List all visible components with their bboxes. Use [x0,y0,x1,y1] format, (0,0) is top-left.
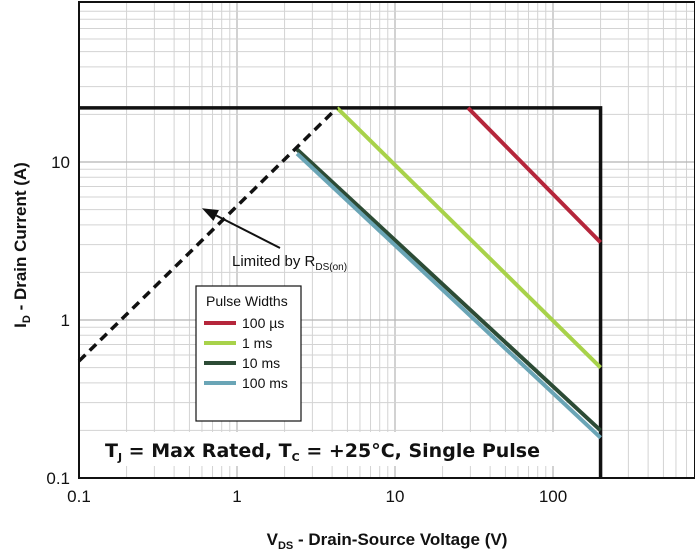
rds-on-limit-line [77,106,339,363]
grid [79,2,695,478]
series-line-1 [335,106,602,369]
rds-on-arrowhead [201,208,219,221]
series-line-2 [295,148,602,432]
x-tick-label-2: 10 [386,487,405,506]
y-tick-labels: 0.1 1 10 [46,153,70,488]
x-axis-label: VDS - Drain-Source Voltage (V) [267,530,508,552]
rds-on-arrow [215,214,281,249]
conditions-box: TJ = Max Rated, TC = +25°C, Single Pulse [97,432,574,466]
legend-label-2: 10 ms [242,355,280,371]
x-tick-label-3: 100 [539,487,567,506]
conditions-text: TJ = Max Rated, TC = +25°C, Single Pulse [105,440,540,464]
series-line-3 [295,152,602,440]
x-tick-label-0: 0.1 [67,487,91,506]
conditions-background [97,432,574,466]
legend-label-3: 100 ms [242,375,288,391]
plot-frame [78,1,695,479]
rds-on-label: Limited by RDS(on) [232,253,347,273]
y-axis-label: ID - Drain Current (A) [11,162,33,328]
series-line-0 [466,106,602,244]
legend-label-1: 1 ms [242,335,272,351]
legend-label-0: 100 µs [242,315,284,331]
legend-box [195,285,302,422]
y-tick-label-0: 0.1 [46,469,70,488]
x-tick-labels: 0.1 1 10 100 [67,487,567,506]
y-tick-label-2: 10 [51,153,70,172]
x-tick-label-1: 1 [232,487,241,506]
soa-boundary-box [79,106,603,478]
legend: Pulse Widths 100 µs 1 ms 10 ms 100 ms [195,285,302,422]
legend-title: Pulse Widths [206,293,288,309]
y-tick-label-1: 1 [61,311,70,330]
